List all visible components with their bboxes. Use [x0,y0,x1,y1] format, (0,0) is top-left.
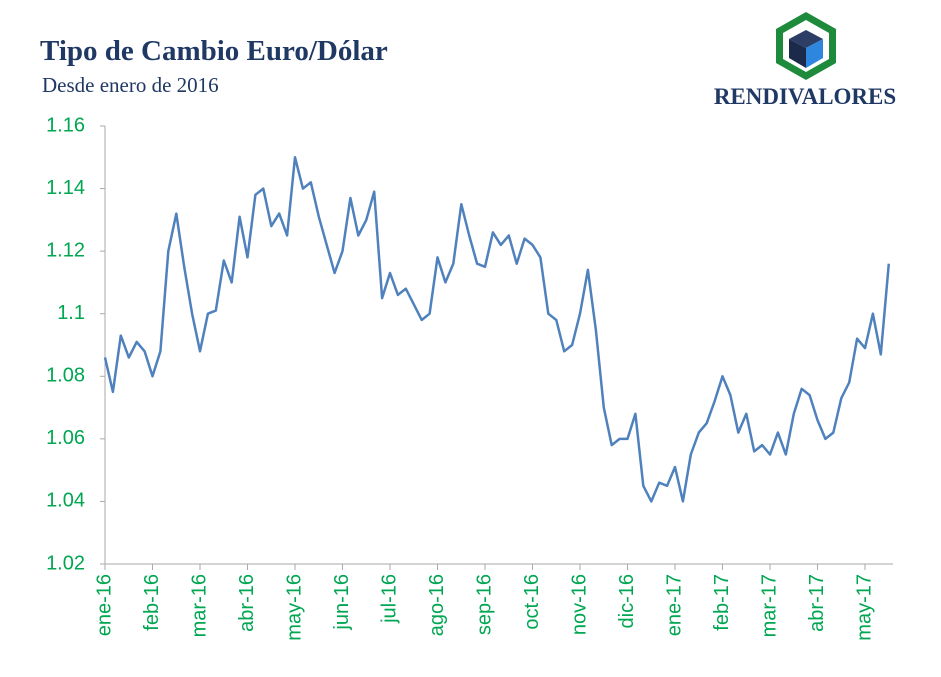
y-tick-label: 1.1 [57,302,85,324]
x-tick-label: jun-16 [331,574,353,631]
x-tick-label: mar-16 [188,574,210,637]
x-tick-label: ene-17 [663,574,685,636]
x-tick-label: may-17 [853,574,875,641]
x-tick-label: ene-16 [93,574,115,636]
line [103,156,891,503]
y-tick-label: 1.08 [46,365,85,387]
x-tick-label: feb-17 [711,574,733,631]
logo-icon [776,12,836,80]
y-tick-label: 1.06 [46,427,85,449]
chart-subtitle: Desde enero de 2016 [42,73,219,97]
x-tick-label: jul-16 [378,574,400,624]
y-tick-label: 1.14 [46,177,85,199]
x-tick-label: nov-16 [568,574,590,635]
y-tick-label: 1.04 [46,490,85,512]
x-tick-label: abr-16 [236,574,258,632]
chart-title: Tipo de Cambio Euro/Dólar [40,35,388,67]
x-tick-label: sep-16 [473,574,495,635]
x-tick-label: dic-16 [616,574,638,628]
x-tick-label: feb-16 [141,574,163,631]
x-tick-label: abr-17 [806,574,828,632]
x-tick-label: ago-16 [426,574,448,636]
y-tick-label: 1.16 [46,114,85,136]
y-tick-label: 1.02 [46,552,85,574]
y-tick-label: 1.12 [46,239,85,261]
x-tick-label: may-16 [283,574,305,641]
x-tick-label: mar-17 [758,574,780,637]
x-tick-label: oct-16 [521,574,543,630]
logo-text: RENDIVALORES [714,84,896,109]
